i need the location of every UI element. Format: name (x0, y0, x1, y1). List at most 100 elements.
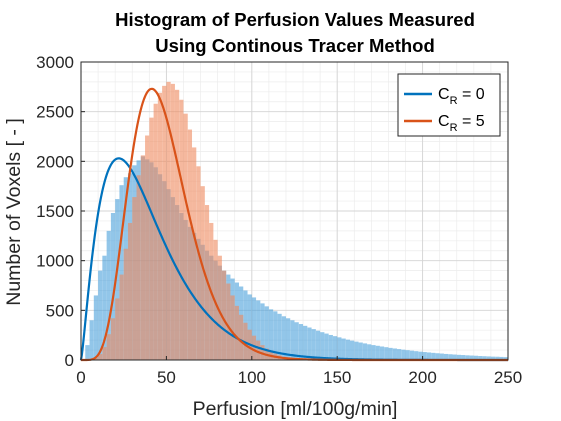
histogram-bar (153, 103, 158, 360)
histogram-bar (102, 347, 107, 360)
legend-entry-cr0: CR = 0 (438, 86, 485, 107)
histogram-bar (268, 309, 274, 360)
histogram-bar (110, 212, 116, 360)
histogram-bar (89, 320, 94, 360)
histogram-bar (341, 338, 346, 360)
histogram-bar (217, 255, 222, 360)
histogram-bar (119, 185, 124, 360)
x-tick-label: 150 (323, 368, 351, 387)
chart-title-line-1: Histogram of Perfusion Values Measured (115, 9, 475, 30)
histogram-bar (379, 346, 385, 360)
histogram-bar (452, 354, 457, 360)
histogram-bar (499, 356, 504, 360)
histogram-bar (200, 186, 205, 360)
histogram-bar (469, 355, 474, 360)
histogram-bar (256, 300, 261, 360)
x-tick-label: 0 (76, 368, 85, 387)
histogram-bar (294, 322, 299, 360)
histogram-bar (401, 349, 406, 360)
histogram-bar (127, 222, 133, 360)
histogram-bar (85, 345, 90, 360)
y-tick-label: 3000 (36, 53, 74, 72)
histogram-bar (264, 306, 269, 360)
histogram-bar (106, 230, 111, 360)
histogram-bar (119, 274, 124, 360)
histogram-bar (354, 341, 359, 360)
x-tick-label: 200 (408, 368, 436, 387)
histogram-bar (166, 81, 171, 360)
histogram-bar (473, 355, 479, 360)
histogram-bar (367, 344, 372, 360)
x-tick-label: 50 (157, 368, 176, 387)
histogram-bar (238, 314, 244, 360)
histogram-bar (230, 295, 235, 360)
histogram-bar (307, 327, 312, 360)
histogram-bar (298, 324, 304, 360)
histogram-bar (320, 332, 325, 360)
histogram-bar (337, 337, 342, 360)
y-tick-label: 500 (46, 301, 74, 320)
histogram-bar (431, 352, 436, 360)
histogram-bar (482, 356, 487, 360)
x-axis-ticks: 0 50 100 150 200 250 (76, 356, 522, 387)
histogram-bar (247, 294, 252, 360)
y-axis-ticks: 0 500 1000 1500 2000 2500 3000 (36, 53, 85, 370)
histogram-bar (192, 147, 197, 360)
histogram-bar (375, 345, 380, 360)
histogram-bar (149, 117, 154, 360)
histogram-bar (170, 83, 175, 360)
x-tick-label: 250 (494, 368, 522, 387)
histogram-bar (132, 197, 137, 360)
histogram-bar (448, 354, 453, 360)
histogram-bar (315, 330, 321, 360)
histogram-bar (162, 85, 167, 360)
histogram-bar (115, 199, 120, 360)
histogram-bar (140, 155, 146, 360)
histogram-bar (123, 248, 128, 360)
histogram-bar (426, 352, 432, 360)
y-axis-label: Number of Voxels [ - ] (3, 118, 25, 306)
histogram-bar (251, 297, 257, 360)
histogram-bar (495, 356, 500, 360)
histogram-bar (418, 351, 423, 360)
histogram-bar (213, 239, 218, 360)
histogram-bar (273, 311, 278, 360)
histogram-bar (405, 350, 410, 360)
histogram-bar (183, 113, 188, 360)
histogram-bar (285, 318, 291, 360)
histogram-bar (392, 348, 397, 360)
histogram-bar (439, 353, 444, 360)
histogram-bar (102, 255, 107, 360)
histogram-bar (486, 356, 491, 360)
histogram-bar (461, 355, 466, 360)
histogram-bar (311, 329, 316, 360)
histogram-bar (98, 354, 103, 360)
histogram-bar (145, 135, 150, 360)
histogram-bar (332, 336, 338, 360)
histogram-bar (221, 270, 227, 360)
histogram-bar (388, 347, 393, 360)
histogram-bar (414, 351, 419, 360)
histogram-bar (251, 335, 257, 360)
histogram-bar (260, 303, 265, 360)
histogram-bar (350, 340, 355, 360)
histogram-bar (303, 325, 308, 360)
histogram-bar (226, 283, 231, 360)
histogram-bar (93, 358, 99, 360)
histogram-bar (371, 345, 376, 360)
y-tick-label: 2000 (36, 152, 74, 171)
histogram-bar (345, 339, 351, 360)
histogram-bar (157, 92, 163, 360)
histogram-bar (281, 316, 286, 360)
y-tick-label: 1500 (36, 202, 74, 221)
histogram-bar (435, 353, 440, 360)
legend-box (397, 73, 501, 137)
histogram-bar (503, 357, 508, 360)
histogram-bar (328, 334, 333, 360)
histogram-bar (179, 99, 184, 360)
x-tick-label: 100 (238, 368, 266, 387)
histogram-bar (478, 356, 483, 360)
histogram-bar (465, 355, 470, 360)
histogram-bar (98, 270, 103, 360)
